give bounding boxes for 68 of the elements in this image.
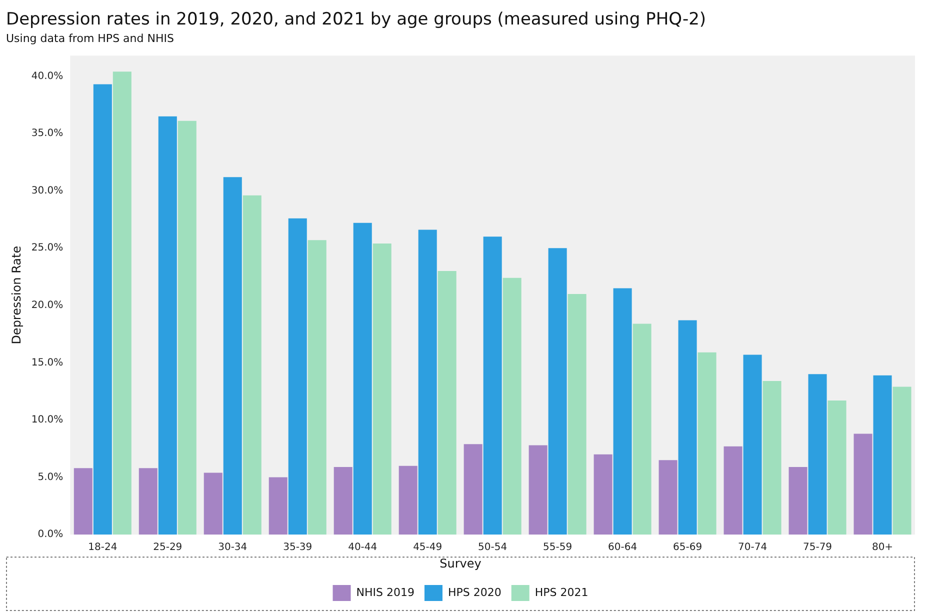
x-tick-label: 40-44 bbox=[348, 542, 378, 554]
legend-label: HPS 2021 bbox=[534, 586, 588, 599]
x-tick-label: 25-29 bbox=[153, 542, 182, 554]
y-tick-label: 5.0% bbox=[38, 472, 64, 483]
bar bbox=[568, 294, 586, 535]
bar bbox=[873, 375, 892, 535]
bar bbox=[353, 222, 372, 535]
bar bbox=[483, 236, 502, 535]
y-tick-label: 25.0% bbox=[31, 242, 64, 254]
x-tick-label: 65-69 bbox=[673, 542, 702, 554]
bar bbox=[268, 477, 288, 535]
bar bbox=[112, 72, 132, 535]
x-tick-label: 70-74 bbox=[738, 542, 768, 554]
bar bbox=[892, 386, 912, 535]
bar bbox=[528, 445, 548, 535]
bar bbox=[418, 230, 437, 535]
x-tick-label: 18-24 bbox=[88, 542, 118, 554]
chart-subtitle: Using data from HPS and NHIS bbox=[6, 32, 174, 45]
bar bbox=[438, 271, 456, 535]
chart-title: Depression rates in 2019, 2020, and 2021 by age groups (measured using PHQ-2) bbox=[6, 10, 706, 30]
bar bbox=[788, 466, 808, 535]
bar bbox=[178, 120, 196, 535]
bar bbox=[464, 444, 482, 535]
bar bbox=[678, 320, 697, 535]
bar bbox=[828, 400, 846, 535]
bar bbox=[808, 374, 827, 535]
y-tick-label: 15.0% bbox=[31, 357, 64, 368]
bar bbox=[334, 466, 352, 535]
bar bbox=[854, 434, 872, 535]
bar bbox=[158, 116, 177, 535]
bar bbox=[288, 218, 307, 535]
bar bbox=[632, 324, 652, 535]
bar bbox=[398, 466, 418, 535]
x-tick-label: 80+ bbox=[872, 542, 894, 554]
x-tick-label: 75-79 bbox=[802, 542, 832, 554]
bar bbox=[372, 244, 392, 535]
y-tick-label: 0.0% bbox=[38, 529, 64, 540]
legend-title: Survey bbox=[440, 556, 482, 571]
legend-label: NHIS 2019 bbox=[356, 586, 414, 599]
bar bbox=[594, 454, 612, 535]
x-tick-label: 35-39 bbox=[283, 542, 312, 554]
x-tick-label: 45-49 bbox=[413, 542, 442, 554]
y-tick-label: 40.0% bbox=[31, 70, 64, 82]
x-tick-label: 50-54 bbox=[478, 542, 508, 554]
bar bbox=[74, 468, 92, 535]
x-tick-label: 55-59 bbox=[543, 542, 572, 554]
y-tick-label: 35.0% bbox=[31, 128, 64, 140]
bar bbox=[548, 248, 567, 535]
bar bbox=[613, 288, 632, 535]
x-tick-label: 30-34 bbox=[218, 542, 248, 554]
y-tick-label: 20.0% bbox=[31, 300, 64, 312]
bar bbox=[138, 468, 158, 535]
legend-label: HPS 2020 bbox=[448, 586, 502, 599]
y-tick-label: 10.0% bbox=[31, 414, 64, 426]
bar bbox=[658, 460, 678, 535]
bar bbox=[743, 354, 762, 535]
y-axis-title: Depression Rate bbox=[9, 246, 24, 344]
bar bbox=[308, 240, 326, 535]
y-tick-label: 30.0% bbox=[31, 185, 64, 196]
bar bbox=[502, 278, 522, 535]
bar bbox=[762, 381, 782, 535]
x-tick-label: 60-64 bbox=[608, 542, 638, 554]
bar bbox=[93, 84, 112, 535]
bar bbox=[204, 472, 222, 535]
bar bbox=[242, 195, 262, 535]
bar bbox=[724, 446, 742, 535]
bar bbox=[698, 352, 716, 535]
bar bbox=[223, 177, 242, 535]
